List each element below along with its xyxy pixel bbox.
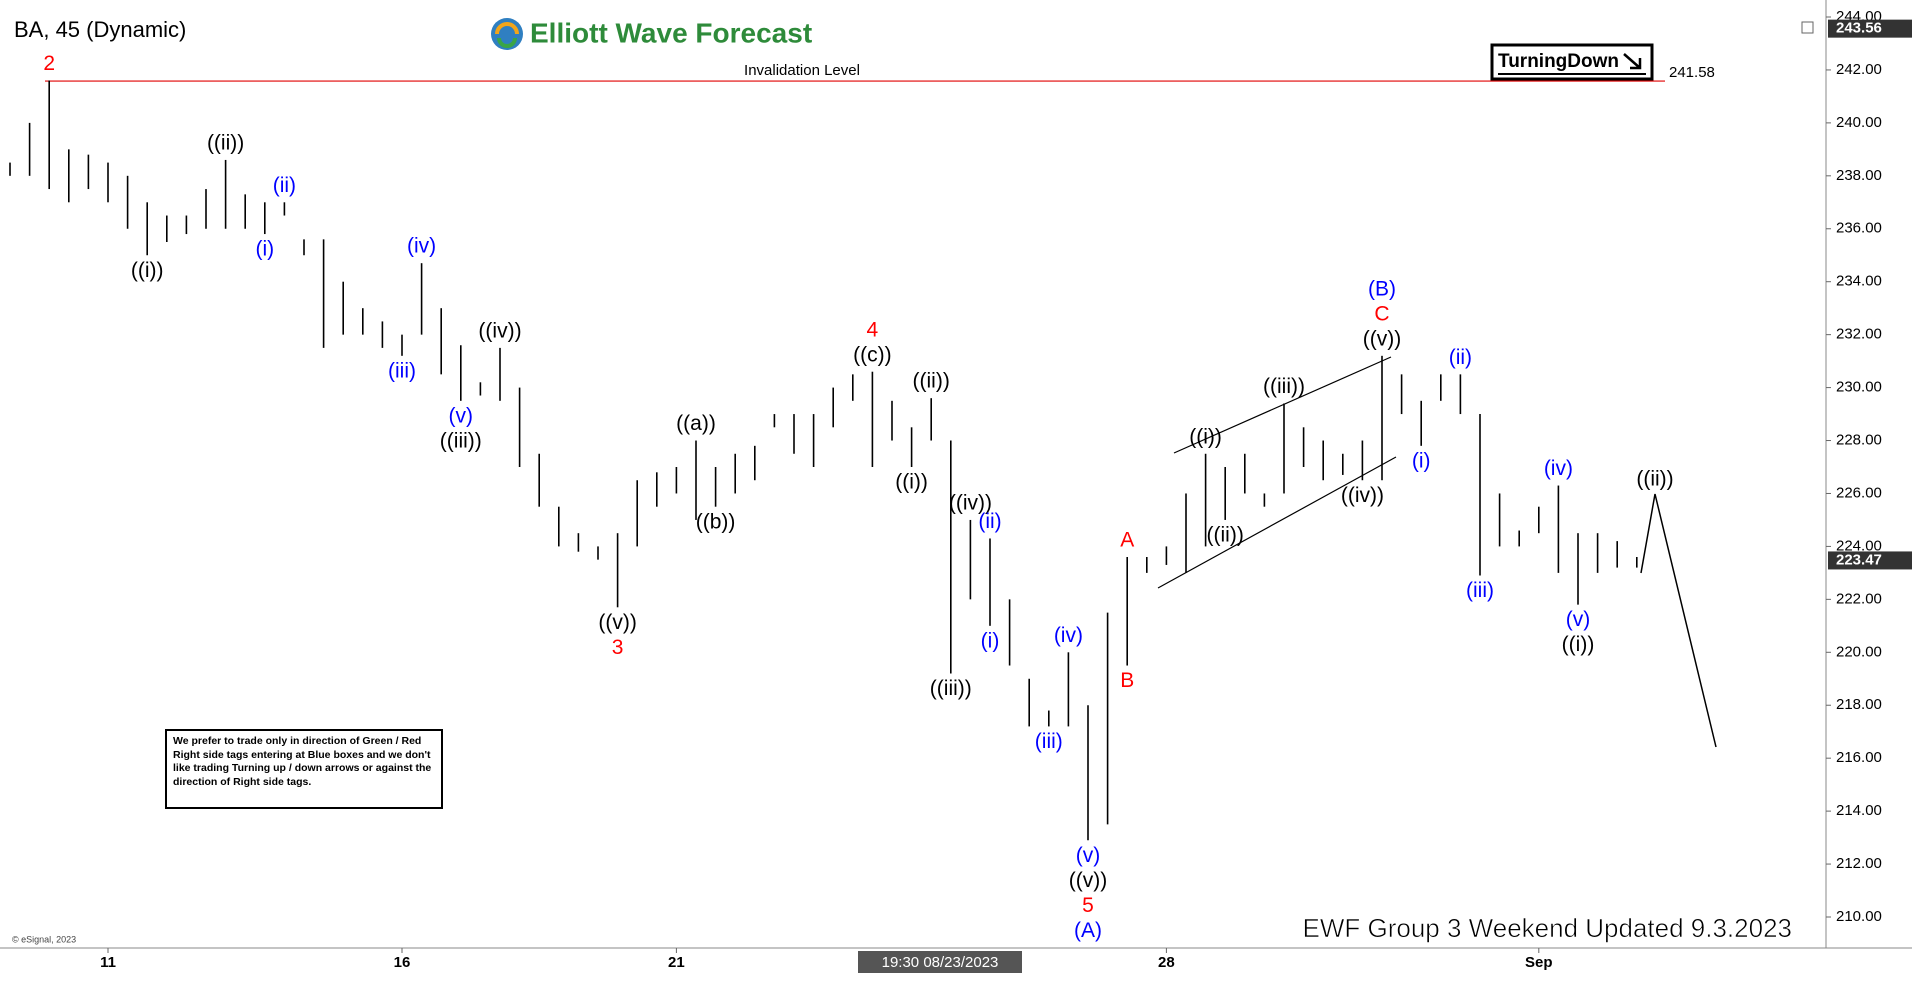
wave-label: C [1374,302,1389,325]
y-tick-label: 222.00 [1836,590,1882,607]
wave-label: A [1120,529,1134,552]
y-tick-label: 240.00 [1836,114,1882,131]
y-tick-label: 226.00 [1836,484,1882,501]
y-tick-label: 234.00 [1836,273,1882,290]
wave-label: (i) [981,629,1000,652]
channel-line [1157,456,1397,589]
crosshair-label: 19:30 08/23/2023 [882,954,999,971]
y-tick-label: 212.00 [1836,855,1882,872]
wave-label: ((iv)) [478,319,521,342]
y-tick-label: 220.00 [1836,643,1882,660]
wave-label: ((v)) [1363,327,1401,350]
wave-label: (i) [255,238,274,261]
channel-line [1173,356,1392,454]
wave-label: (iii) [1035,730,1063,753]
price-tag: 243.56 [1836,20,1882,37]
y-tick-label: 236.00 [1836,220,1882,237]
wave-label: ((iii)) [930,677,972,700]
wave-label: (A) [1074,919,1102,942]
logo: Elliott Wave Forecast [491,17,812,50]
wave-label: ((v)) [1069,869,1107,892]
turning-down-badge: TurningDown [1490,43,1654,81]
logo-icon-arc [497,37,517,48]
wave-label: ((ii)) [913,370,950,393]
invalidation-label: Invalidation Level [744,62,860,79]
x-tick-label: 28 [1158,954,1175,971]
crosshair-box [858,951,1022,973]
window-icon[interactable] [1801,21,1814,34]
wave-label: ((ii)) [207,131,244,154]
wave-label: ((ii)) [1207,523,1244,546]
y-tick-label: 228.00 [1836,431,1882,448]
wave-label: 3 [612,636,624,659]
x-tick-label: Sep [1525,954,1553,971]
badge-text: TurningDown [1498,51,1619,72]
wave-label: ((i)) [1562,633,1595,656]
y-tick-label: 230.00 [1836,379,1882,396]
copyright: © eSignal, 2023 [12,934,76,944]
wave-label: (B) [1368,277,1396,300]
y-tick-label: 214.00 [1836,802,1882,819]
wave-label: ((i)) [1189,425,1222,448]
wave-label: ((i)) [131,259,164,282]
wave-label: ((a)) [676,412,716,435]
wave-label: ((b)) [696,510,736,533]
price-tag: 223.47 [1836,551,1882,568]
chart-title: BA, 45 (Dynamic) [14,17,186,42]
wave-label: (i) [1412,449,1431,472]
x-tick-label: 21 [668,954,685,971]
footer-note: EWF Group 3 Weekend Updated 9.3.2023 [1303,913,1792,943]
wave-label: (iv) [1544,457,1573,480]
y-tick-label: 242.00 [1836,61,1882,78]
badge-arrow [1623,53,1642,70]
wave-label: (iii) [1466,579,1494,602]
x-tick-label: 16 [394,954,411,971]
projection-path [1640,493,1717,748]
y-tick-label: 232.00 [1836,326,1882,343]
brand-name: Elliott Wave Forecast [530,17,812,48]
logo-icon-arc [495,22,519,35]
wave-label: ((v)) [598,611,636,634]
wave-label: (iii) [388,359,416,382]
wave-label: B [1120,669,1134,692]
wave-label: (v) [1076,844,1101,867]
wave-label: ((iii)) [1263,375,1305,398]
y-tick-label: 218.00 [1836,696,1882,713]
x-tick-label: 11 [100,954,116,971]
y-tick-label: 210.00 [1836,908,1882,925]
wave-label: (v) [1566,608,1591,631]
wave-label: ((iii)) [440,429,482,452]
wave-label: (ii) [978,510,1001,533]
wave-label: (ii) [273,174,296,197]
wave-label: 4 [867,318,879,341]
wave-label: ((c)) [853,343,891,366]
price-tag-box [1828,19,1912,38]
wave-label: 2 [43,52,55,75]
price-tag-box [1828,551,1912,570]
wave-label: ((i)) [895,471,928,494]
wave-label: (v) [449,404,474,427]
y-tick-label: 238.00 [1836,167,1882,184]
invalidation-value: 241.58 [1669,64,1715,81]
wave-label: (iv) [1054,624,1083,647]
wave-label: 5 [1082,894,1094,917]
y-tick-label: 224.00 [1836,537,1882,554]
wave-label: (ii) [1449,346,1472,369]
wave-label: ((iv)) [1341,484,1384,507]
wave-label: ((iv)) [949,491,992,514]
disclaimer: We prefer to trade only in direction of … [165,729,443,809]
y-tick-label: 216.00 [1836,749,1882,766]
wave-label: (iv) [407,235,436,258]
projection-label: ((ii)) [1636,468,1673,491]
